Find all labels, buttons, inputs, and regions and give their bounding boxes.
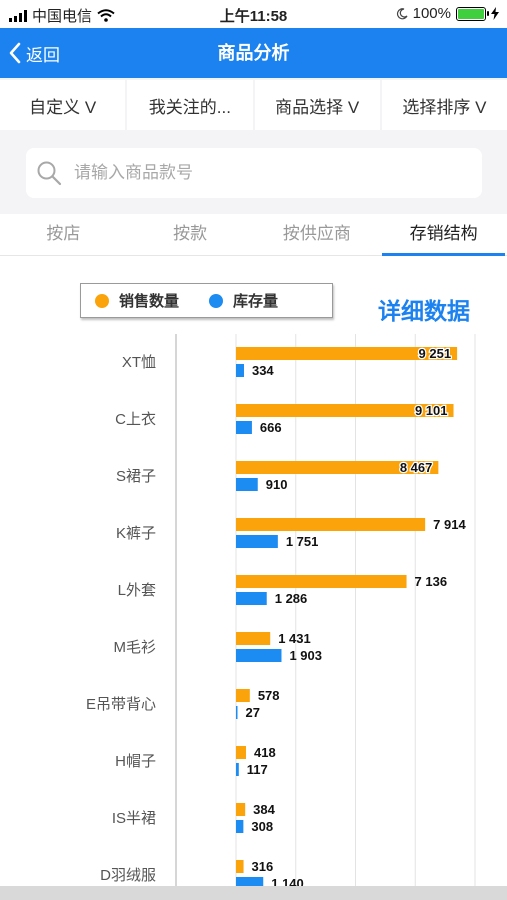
sales-bar <box>236 404 454 417</box>
category-label: C上衣 <box>115 411 156 428</box>
battery-percent: 100% <box>412 5 451 22</box>
stock-value-label: 27 <box>246 705 260 720</box>
tab-by-style[interactable]: 按款 <box>173 224 208 243</box>
category-label: IS半裙 <box>112 810 156 827</box>
filter-product-select[interactable]: 商品选择 V <box>254 80 380 130</box>
charging-icon <box>491 7 499 20</box>
back-label: 返回 <box>26 45 60 65</box>
sales-bar <box>236 689 250 702</box>
stock-value-label: 1 286 <box>275 591 308 606</box>
sales-value-label: 9 251 <box>419 346 452 361</box>
stock-value-label: 1 903 <box>289 648 322 663</box>
stock-value-label: 666 <box>260 420 282 435</box>
stock-value-label: 334 <box>252 363 274 378</box>
carrier-label: 中国电信 <box>32 8 93 25</box>
legend-stock[interactable]: 库存量 <box>209 290 278 311</box>
signal-icon <box>9 9 27 22</box>
status-time: 上午11:58 <box>219 8 288 25</box>
sales-bar <box>236 575 407 588</box>
status-right: 100% <box>396 5 499 22</box>
category-label: K裤子 <box>116 525 156 542</box>
stock-value-label: 1 751 <box>286 534 319 549</box>
bar-chart: XT恤 9 251 334 C上衣 9 101 666 S裙子 8 467 910 K裤子 7 91… <box>86 334 476 886</box>
legend-stock-label: 库存量 <box>233 293 279 310</box>
stock-bar <box>236 820 244 833</box>
sales-value-label: 1 431 <box>278 631 311 646</box>
sales-bar <box>236 803 246 816</box>
search-input[interactable] <box>74 163 454 183</box>
back-button[interactable]: 返回 <box>8 28 60 78</box>
legend-sales-label: 销售数量 <box>119 293 180 310</box>
filter-followed[interactable]: 我关注的... <box>127 80 253 130</box>
chevron-left-icon <box>9 42 21 64</box>
stock-bar <box>236 592 267 605</box>
tab-stock-sales-structure[interactable]: 存销结构 <box>380 214 507 256</box>
sales-bar <box>236 746 246 759</box>
sales-bar <box>236 518 426 531</box>
stock-bar <box>236 364 244 377</box>
sales-bar <box>236 632 271 645</box>
sales-value-label: 8 467 <box>400 460 433 475</box>
sales-value-label: 418 <box>254 745 276 760</box>
nav-bar: 返回 商品分析 <box>0 28 507 78</box>
search-area <box>0 132 507 214</box>
sales-value-label: 578 <box>258 688 280 703</box>
stock-bar <box>236 877 264 886</box>
status-bar: 中国电信 上午11:58 100% <box>0 0 507 28</box>
stock-bar <box>236 535 278 548</box>
sales-bar <box>236 860 244 873</box>
legend-sales[interactable]: 销售数量 <box>95 290 179 311</box>
detail-data-link[interactable]: 详细数据 <box>378 298 470 324</box>
stock-bar <box>236 421 252 434</box>
stock-bar <box>236 649 282 662</box>
sales-value-label: 7 136 <box>415 574 448 589</box>
filter-custom[interactable]: 自定义 V <box>0 80 126 130</box>
search-box[interactable] <box>26 148 482 198</box>
sales-value-label: 7 914 <box>433 517 466 532</box>
filter-bar: 自定义 V 我关注的... 商品选择 V 选择排序 V <box>0 78 507 132</box>
stock-value-label: 1 140 <box>271 876 304 886</box>
stock-value-label: 117 <box>247 762 268 777</box>
stock-bar <box>236 763 239 776</box>
legend-stock-swatch <box>209 293 224 308</box>
tab-bar: 按店 按款 按供应商 存销结构 <box>0 214 507 256</box>
wifi-icon <box>97 9 115 22</box>
sales-bar <box>236 347 458 360</box>
tab-by-supplier[interactable]: 按供应商 <box>282 224 351 243</box>
sales-bar <box>236 461 439 474</box>
legend-sales-swatch <box>95 293 109 308</box>
category-label: H帽子 <box>115 753 156 770</box>
tab-by-store[interactable]: 按店 <box>46 224 81 243</box>
stock-value-label: 910 <box>266 477 288 492</box>
filter-sort[interactable]: 选择排序 V <box>381 80 507 130</box>
category-label: XT恤 <box>122 354 156 371</box>
sales-value-label: 384 <box>253 802 275 817</box>
page-title: 商品分析 <box>217 43 290 63</box>
search-icon <box>37 161 62 186</box>
stock-bar <box>236 706 238 719</box>
sales-value-label: 316 <box>252 859 274 874</box>
category-label: S裙子 <box>116 468 156 485</box>
moon-icon <box>396 7 408 19</box>
category-label: L外套 <box>118 582 156 599</box>
category-label: D羽绒服 <box>100 867 156 884</box>
battery-icon <box>456 6 489 21</box>
category-label: E吊带背心 <box>86 696 156 713</box>
bottom-strip <box>0 886 507 900</box>
sales-value-label: 9 101 <box>415 403 448 418</box>
status-left: 中国电信 <box>9 5 115 26</box>
chart-area: XT恤 9 251 334 C上衣 9 101 666 S裙子 8 467 910 K裤子 7 91… <box>0 256 507 886</box>
category-label: M毛衫 <box>114 639 157 656</box>
chart-legend: 销售数量 库存量 <box>80 283 333 318</box>
stock-value-label: 308 <box>251 819 273 834</box>
stock-bar <box>236 478 258 491</box>
